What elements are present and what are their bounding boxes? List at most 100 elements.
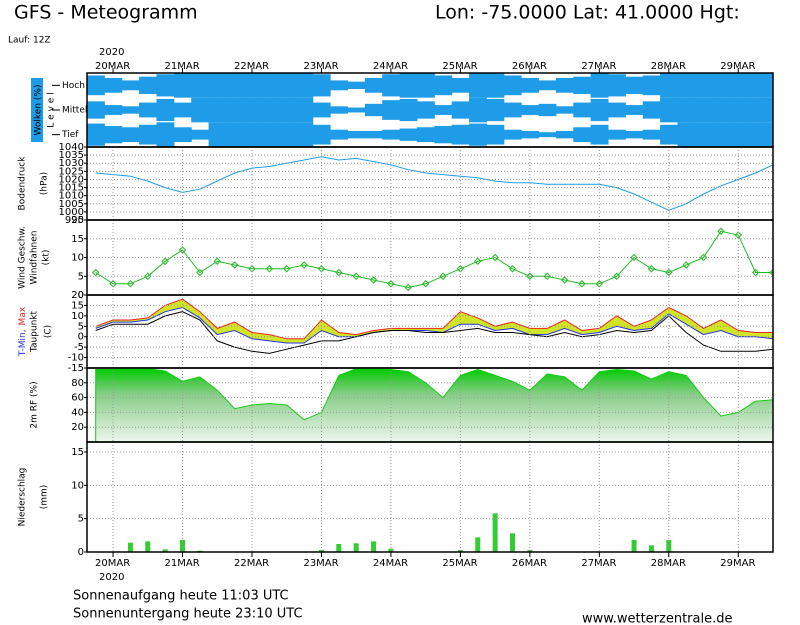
wind-marker xyxy=(474,257,482,265)
y-tick-label: 10 xyxy=(71,253,84,264)
x-tick-label: 20MAR xyxy=(95,558,130,569)
panel xyxy=(95,298,773,354)
x-tick-label: 24MAR xyxy=(373,558,408,569)
x-tick-label: 29MAR xyxy=(720,558,755,569)
cloud-cell xyxy=(746,122,765,147)
cloud-cell xyxy=(382,74,401,97)
cloud-cell xyxy=(469,73,487,98)
y-tick-label: 1035 xyxy=(59,150,84,161)
wind-marker xyxy=(196,268,204,277)
x-tick-label: 27MAR xyxy=(581,61,616,72)
cloud-cell xyxy=(364,130,383,139)
x-tick-label: 21MAR xyxy=(165,61,200,72)
cloud-cell xyxy=(173,73,192,98)
x-tick-label: 25MAR xyxy=(442,61,477,72)
precip-bar xyxy=(353,543,359,552)
cloud-cell xyxy=(486,73,505,98)
temp-band xyxy=(95,299,773,343)
cloud-cell xyxy=(746,73,765,98)
cloud-cell xyxy=(608,102,626,118)
y-tick-label: 15 xyxy=(71,300,84,311)
wind-marker xyxy=(491,253,499,262)
cloud-cell xyxy=(399,98,418,122)
cloud-cell xyxy=(173,102,192,118)
cloud-cell xyxy=(278,122,296,147)
cloud-cell xyxy=(677,73,696,98)
wind-marker xyxy=(647,265,656,273)
wind-marker xyxy=(578,280,586,288)
panel-frame xyxy=(86,441,774,553)
x-tick-label: 23MAR xyxy=(303,558,338,569)
y-tick-label: 1005 xyxy=(59,199,84,210)
cloud-cell xyxy=(87,123,105,146)
wind-marker xyxy=(144,272,152,280)
cloud-cell xyxy=(608,129,626,140)
cloud-cell xyxy=(173,127,192,143)
y-tick-label: 80 xyxy=(71,378,84,389)
y-unit: (hPa) xyxy=(40,172,50,195)
level-text: L e v e l xyxy=(47,92,57,127)
cloud-cell xyxy=(87,101,105,119)
x-tick-label: 22MAR xyxy=(234,558,269,569)
y-tick-label: 10 xyxy=(71,311,84,322)
y-tick-label: 5 xyxy=(78,271,84,282)
location: Lon: -75.0000 Lat: 41.0000 Hgt: xyxy=(435,2,740,24)
precip-bar xyxy=(475,537,481,552)
y-label: T-Min, Max xyxy=(18,306,28,357)
wind-marker xyxy=(265,265,274,273)
y-tick-label: 0 xyxy=(78,332,84,343)
x-tick-label: 26MAR xyxy=(512,558,547,569)
cloud-cell xyxy=(451,101,470,119)
cloud-cell xyxy=(729,73,748,98)
wind-marker xyxy=(630,253,638,262)
cloud-cell xyxy=(104,77,123,93)
cloud-cell xyxy=(677,122,696,147)
cloud-cell xyxy=(521,130,540,139)
cloud-cell xyxy=(694,73,713,98)
cloud-cell xyxy=(555,77,574,93)
y-label: (kt) xyxy=(42,250,52,266)
pressure-line xyxy=(95,156,773,211)
x-tick-label: 21MAR xyxy=(165,558,200,569)
cloud-cell xyxy=(608,74,626,97)
cloud-cell xyxy=(312,102,331,118)
y-tick-label: 20 xyxy=(71,290,84,301)
wind-marker xyxy=(769,268,773,277)
cloud-cell xyxy=(642,101,661,119)
precip-bar xyxy=(180,540,186,552)
precip-bar xyxy=(666,540,672,552)
cloud-cell xyxy=(486,124,505,145)
cloud-cell xyxy=(486,98,505,122)
cloud-cell xyxy=(243,122,262,147)
cloud-cell xyxy=(191,97,210,123)
cloud-cell xyxy=(104,126,123,144)
wind-marker xyxy=(126,280,135,288)
wind-marker xyxy=(699,253,708,262)
cloud-cell xyxy=(538,103,557,117)
wind-marker xyxy=(369,276,378,284)
cloud-cell xyxy=(278,97,296,123)
cloud-cell xyxy=(278,73,296,98)
cloud-cell xyxy=(295,73,314,98)
y-tick-label: 0 xyxy=(78,290,84,301)
cloud-cell xyxy=(260,73,279,98)
cloud-cell xyxy=(364,77,383,93)
x-tick-label: 29MAR xyxy=(720,61,755,72)
y-label: 2m RF (%) xyxy=(30,381,40,428)
cloud-cell xyxy=(104,105,123,115)
y-tick-label: -15 xyxy=(68,363,84,374)
cloud-cell xyxy=(260,97,279,123)
year-label: 2020 xyxy=(99,47,124,58)
wind-marker xyxy=(543,272,551,280)
cloud-cell xyxy=(712,97,731,123)
cloud-cell xyxy=(139,124,157,145)
cloud-cell xyxy=(521,77,540,93)
cloud-cell xyxy=(694,97,713,123)
cloud-cell xyxy=(312,74,331,97)
wind-marker xyxy=(335,268,343,277)
cloud-cell xyxy=(330,129,349,140)
y-label: Bodendruck xyxy=(18,156,28,211)
y-tick-label: 15 xyxy=(71,447,84,458)
x-tick-label: 22MAR xyxy=(234,61,269,72)
cloud-cell xyxy=(191,73,210,98)
